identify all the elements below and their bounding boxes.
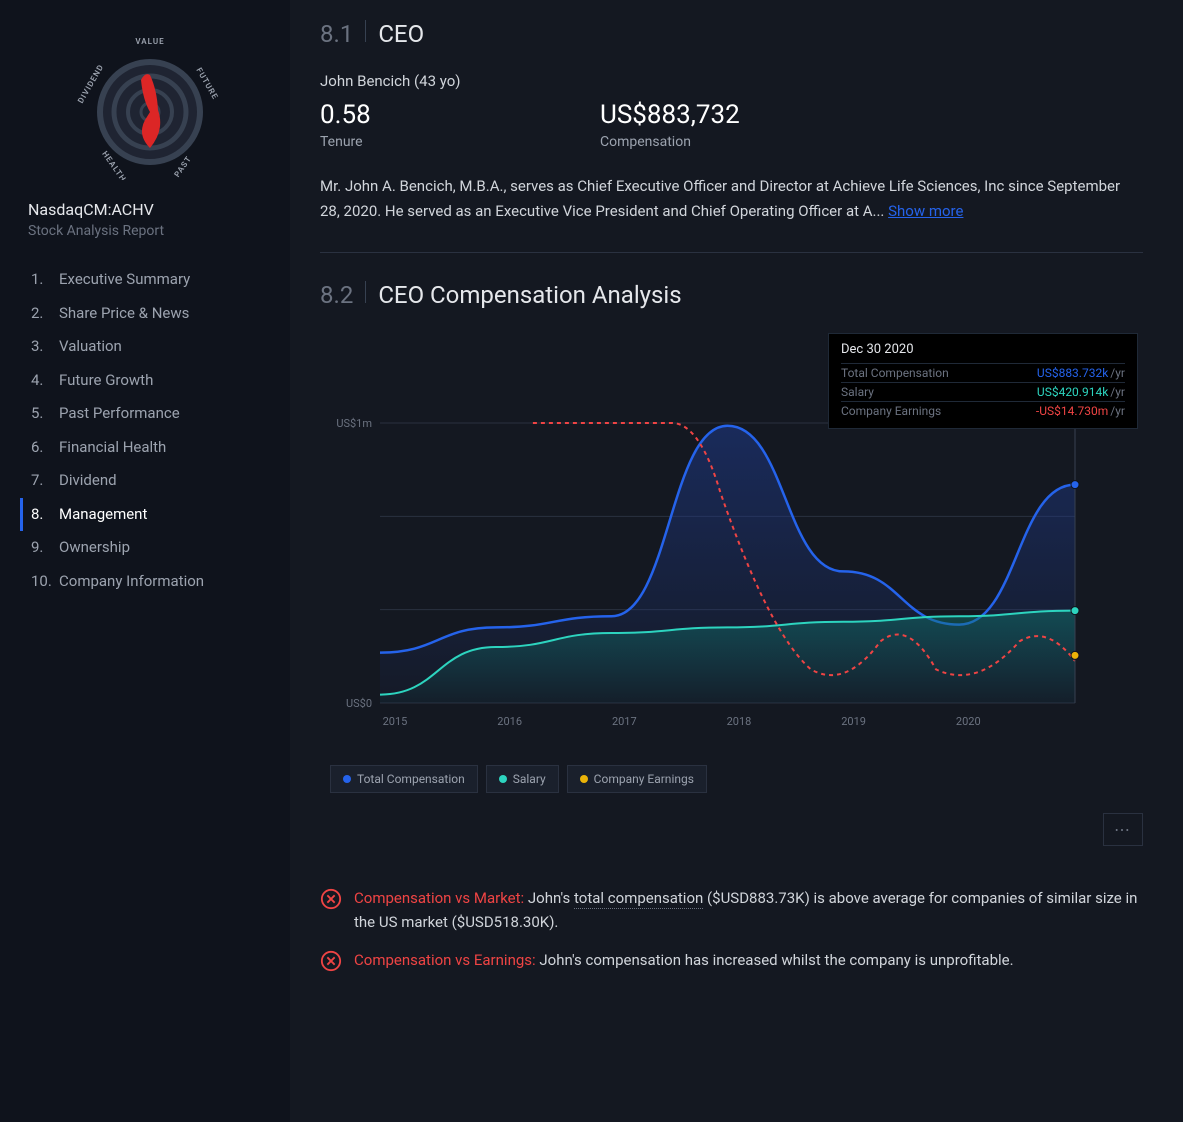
legend-dot: [580, 775, 588, 783]
more-options-button[interactable]: ⋯: [1103, 813, 1143, 846]
svg-text:2018: 2018: [727, 715, 752, 728]
legend-item-salary[interactable]: Salary: [486, 765, 559, 793]
nav-num: 9.: [31, 535, 59, 561]
nav-label: Executive Summary: [59, 267, 190, 293]
nav-item-management[interactable]: 8.Management: [20, 498, 280, 532]
check-label: Compensation vs Market:: [354, 889, 524, 907]
nav-label: Management: [59, 502, 147, 528]
nav-label: Company Information: [59, 569, 204, 595]
nav-item-valuation[interactable]: 3.Valuation: [20, 330, 280, 364]
nav-num: 10.: [31, 569, 59, 595]
nav-item-future-growth[interactable]: 4.Future Growth: [20, 364, 280, 398]
tenure-label: Tenure: [320, 134, 520, 150]
check-row: Compensation vs Market: John's total com…: [320, 886, 1143, 934]
tooltip-row: Company Earnings -US$14.730m/yr: [841, 401, 1125, 420]
nav-label: Valuation: [59, 334, 122, 360]
nav-num: 1.: [31, 267, 59, 293]
svg-text:US$0: US$0: [346, 697, 372, 710]
tooltip-label: Total Compensation: [841, 366, 949, 380]
report-subtitle: Stock Analysis Report: [20, 223, 280, 239]
chart-legend: Total Compensation Salary Company Earnings: [330, 765, 1143, 793]
nav-item-dividend[interactable]: 7.Dividend: [20, 464, 280, 498]
ceo-name: John Bencich (43 yo): [320, 72, 1143, 90]
check-label: Compensation vs Earnings:: [354, 951, 536, 969]
svg-text:2016: 2016: [497, 715, 522, 728]
svg-text:US$1m: US$1m: [336, 417, 372, 430]
glossary-term[interactable]: total compensation: [574, 889, 703, 909]
nav-list: 1.Executive Summary2.Share Price & News3…: [20, 263, 280, 598]
legend-dot: [499, 775, 507, 783]
nav-item-share-price-news[interactable]: 2.Share Price & News: [20, 297, 280, 331]
svg-text:VALUE: VALUE: [135, 37, 164, 46]
tooltip-value: US$883.732k/yr: [1037, 366, 1125, 380]
compensation-value: US$883,732: [600, 100, 740, 130]
legend-item-company-earnings[interactable]: Company Earnings: [567, 765, 707, 793]
fail-icon: [320, 888, 342, 910]
nav-num: 6.: [31, 435, 59, 461]
tooltip-value: US$420.914k/yr: [1037, 385, 1125, 399]
nav-num: 3.: [31, 334, 59, 360]
nav-label: Ownership: [59, 535, 130, 561]
compensation-label: Compensation: [600, 134, 740, 150]
section-82-header: 8.2 CEO Compensation Analysis: [320, 281, 1143, 309]
nav-label: Future Growth: [59, 368, 153, 394]
tooltip-value: -US$14.730m/yr: [1036, 404, 1125, 418]
section-title: CEO Compensation Analysis: [378, 281, 681, 309]
nav-num: 2.: [31, 301, 59, 327]
nav-item-past-performance[interactable]: 5.Past Performance: [20, 397, 280, 431]
section-title: CEO: [378, 20, 424, 48]
legend-label: Company Earnings: [594, 772, 694, 786]
nav-label: Past Performance: [59, 401, 180, 427]
nav-item-company-information[interactable]: 10.Company Information: [20, 565, 280, 599]
svg-text:2015: 2015: [383, 715, 408, 728]
chart-tooltip: Dec 30 2020 Total Compensation US$883.732…: [828, 333, 1138, 429]
nav-label: Share Price & News: [59, 301, 189, 327]
svg-text:2017: 2017: [612, 715, 637, 728]
section-num: 8.1: [320, 20, 353, 48]
svg-text:2020: 2020: [956, 715, 981, 728]
legend-dot: [343, 775, 351, 783]
radar-chart: VALUE FUTURE PAST HEALTH DIVIDEND: [75, 30, 225, 180]
tooltip-date: Dec 30 2020: [841, 342, 1125, 357]
ceo-bio: Mr. John A. Bencich, M.B.A., serves as C…: [320, 174, 1143, 224]
check-row: Compensation vs Earnings: John's compens…: [320, 948, 1143, 972]
nav-num: 8.: [31, 502, 59, 528]
nav-num: 5.: [31, 401, 59, 427]
check-text: John's compensation has increased whilst…: [539, 951, 1013, 969]
svg-text:2019: 2019: [841, 715, 866, 728]
legend-label: Total Compensation: [357, 772, 465, 786]
ticker-symbol: NasdaqCM:ACHV: [20, 200, 280, 219]
section-81-header: 8.1 CEO: [320, 20, 1143, 48]
section-divider: [320, 252, 1143, 253]
tenure-value: 0.58: [320, 100, 520, 130]
legend-label: Salary: [513, 772, 546, 786]
compensation-metric: US$883,732 Compensation: [600, 100, 740, 150]
divider: [365, 281, 366, 303]
legend-item-total-compensation[interactable]: Total Compensation: [330, 765, 478, 793]
section-num: 8.2: [320, 281, 353, 309]
nav-item-ownership[interactable]: 9.Ownership: [20, 531, 280, 565]
nav-item-financial-health[interactable]: 6.Financial Health: [20, 431, 280, 465]
nav-num: 4.: [31, 368, 59, 394]
compensation-chart: US$1m US$0 2015 2016 2017 2018 2019 2020 Dec 30…: [320, 333, 1143, 753]
nav-item-executive-summary[interactable]: 1.Executive Summary: [20, 263, 280, 297]
show-more-link[interactable]: Show more: [888, 202, 963, 220]
analysis-checks: Compensation vs Market: John's total com…: [320, 866, 1143, 972]
bio-text: Mr. John A. Bencich, M.B.A., serves as C…: [320, 177, 1120, 220]
metrics-row: 0.58 Tenure US$883,732 Compensation: [320, 100, 1143, 150]
fail-icon: [320, 950, 342, 972]
tooltip-label: Company Earnings: [841, 404, 941, 418]
divider: [365, 20, 366, 42]
tooltip-label: Salary: [841, 385, 874, 399]
nav-num: 7.: [31, 468, 59, 494]
tooltip-row: Total Compensation US$883.732k/yr: [841, 363, 1125, 382]
tooltip-row: Salary US$420.914k/yr: [841, 382, 1125, 401]
tenure-metric: 0.58 Tenure: [320, 100, 520, 150]
nav-label: Financial Health: [59, 435, 166, 461]
nav-label: Dividend: [59, 468, 117, 494]
